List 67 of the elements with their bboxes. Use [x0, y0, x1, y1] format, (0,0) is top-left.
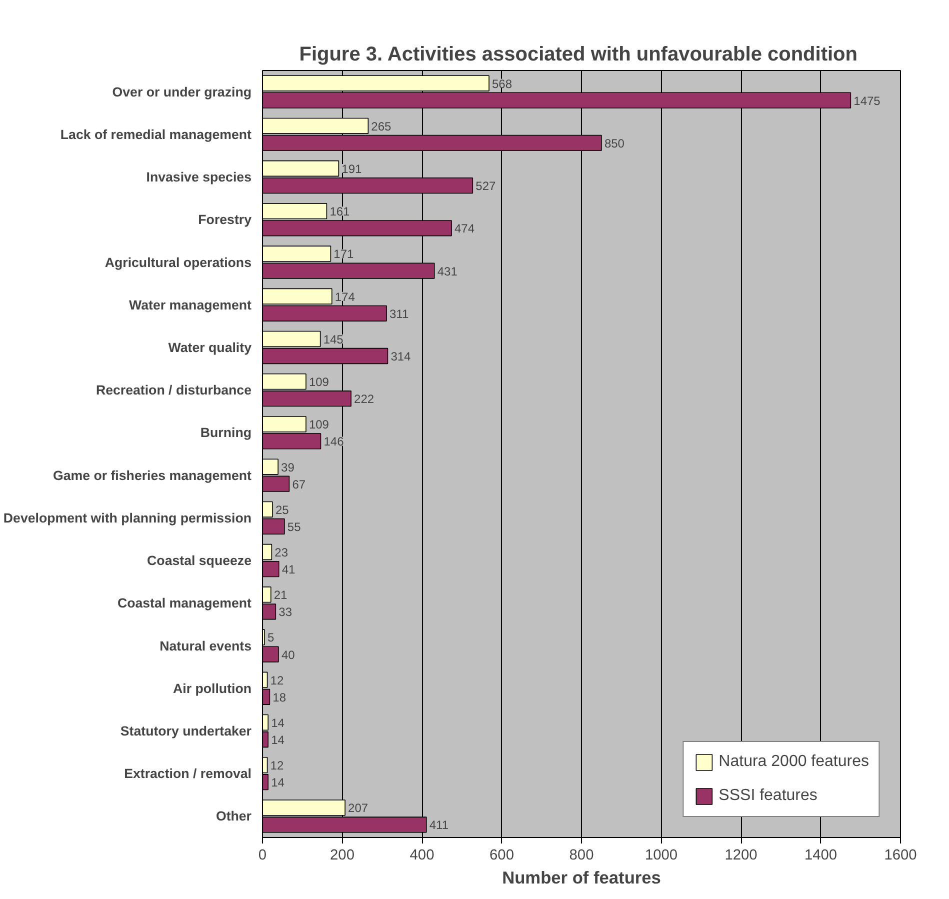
data-label: 265 — [371, 119, 392, 134]
y-tick-label: Forestry — [198, 212, 252, 228]
y-tick-label: Natural events — [160, 638, 252, 654]
data-label: 14 — [271, 776, 285, 790]
data-label: 222 — [354, 392, 374, 406]
data-label: 1475 — [854, 94, 881, 108]
legend-label: Natura 2000 features — [718, 753, 869, 771]
y-tick-label: Air pollution — [173, 680, 252, 696]
data-label: 527 — [476, 179, 496, 194]
data-label: 33 — [278, 605, 292, 620]
y-tick-label: Game or fisheries management — [52, 468, 252, 483]
x-axis-title: Number of features — [502, 868, 661, 888]
y-tick-label: Lack of remedial management — [60, 126, 252, 142]
data-label: 12 — [270, 673, 284, 688]
data-label: 314 — [390, 349, 412, 364]
y-tick-label: Water management — [129, 297, 252, 312]
x-tick-label: 1600 — [884, 848, 917, 864]
x-tick-label: 0 — [258, 848, 267, 864]
data-label: 145 — [323, 332, 344, 346]
y-tick-label: Coastal management — [117, 596, 252, 611]
data-label: 67 — [292, 477, 306, 492]
data-label: 14 — [271, 716, 285, 730]
data-label: 55 — [287, 520, 302, 534]
data-label: 5 — [267, 630, 274, 645]
data-label: 474 — [454, 222, 475, 236]
data-label: 40 — [281, 648, 296, 662]
data-label: 109 — [308, 418, 330, 432]
data-label: 21 — [274, 588, 288, 602]
data-label: 146 — [324, 434, 344, 449]
y-tick-label: Statutory undertaker — [120, 723, 252, 738]
data-label: 18 — [272, 690, 286, 704]
y-tick-label: Recreation / disturbance — [96, 382, 252, 398]
data-label: 174 — [334, 290, 356, 304]
data-label: 25 — [275, 502, 290, 517]
data-label: 109 — [308, 375, 330, 390]
data-label: 850 — [604, 136, 625, 150]
data-label: 39 — [281, 460, 295, 474]
data-label: 191 — [342, 162, 362, 176]
x-tick-label: 800 — [569, 848, 594, 864]
y-tick-label: Invasive species — [146, 170, 252, 185]
y-tick-label: Over or under grazing — [112, 84, 252, 100]
x-tick-label: 200 — [330, 848, 354, 864]
x-tick-label: 1200 — [724, 848, 758, 864]
data-label: 207 — [348, 801, 368, 816]
data-label: 161 — [330, 204, 350, 219]
x-tick-label: 400 — [410, 848, 434, 864]
x-tick-label: 1000 — [644, 848, 678, 864]
data-label: 12 — [270, 758, 284, 773]
data-label: 311 — [390, 306, 409, 321]
y-tick-label: Development with planning permission — [3, 510, 252, 526]
data-label: 23 — [274, 546, 288, 560]
y-tick-label: Agricultural operations — [104, 254, 252, 270]
y-tick-label: Other — [216, 808, 252, 824]
data-label: 14 — [271, 732, 285, 747]
data-label: 171 — [334, 247, 354, 262]
data-label: 41 — [282, 562, 296, 577]
chart-title: Figure 3. Activities associated with unfavourable condition — [299, 44, 858, 66]
data-label: 431 — [437, 264, 458, 278]
y-tick-label: Water quality — [168, 340, 252, 355]
y-tick-label: Burning — [200, 425, 252, 440]
data-label: 568 — [492, 76, 512, 91]
x-tick-label: 600 — [490, 848, 514, 864]
data-label: 411 — [429, 818, 449, 832]
x-tick-label: 1400 — [804, 848, 838, 864]
y-tick-label: Coastal squeeze — [147, 553, 252, 568]
legend-label: SSSI features — [718, 787, 818, 805]
y-tick-label: Extraction / removal — [124, 766, 252, 782]
